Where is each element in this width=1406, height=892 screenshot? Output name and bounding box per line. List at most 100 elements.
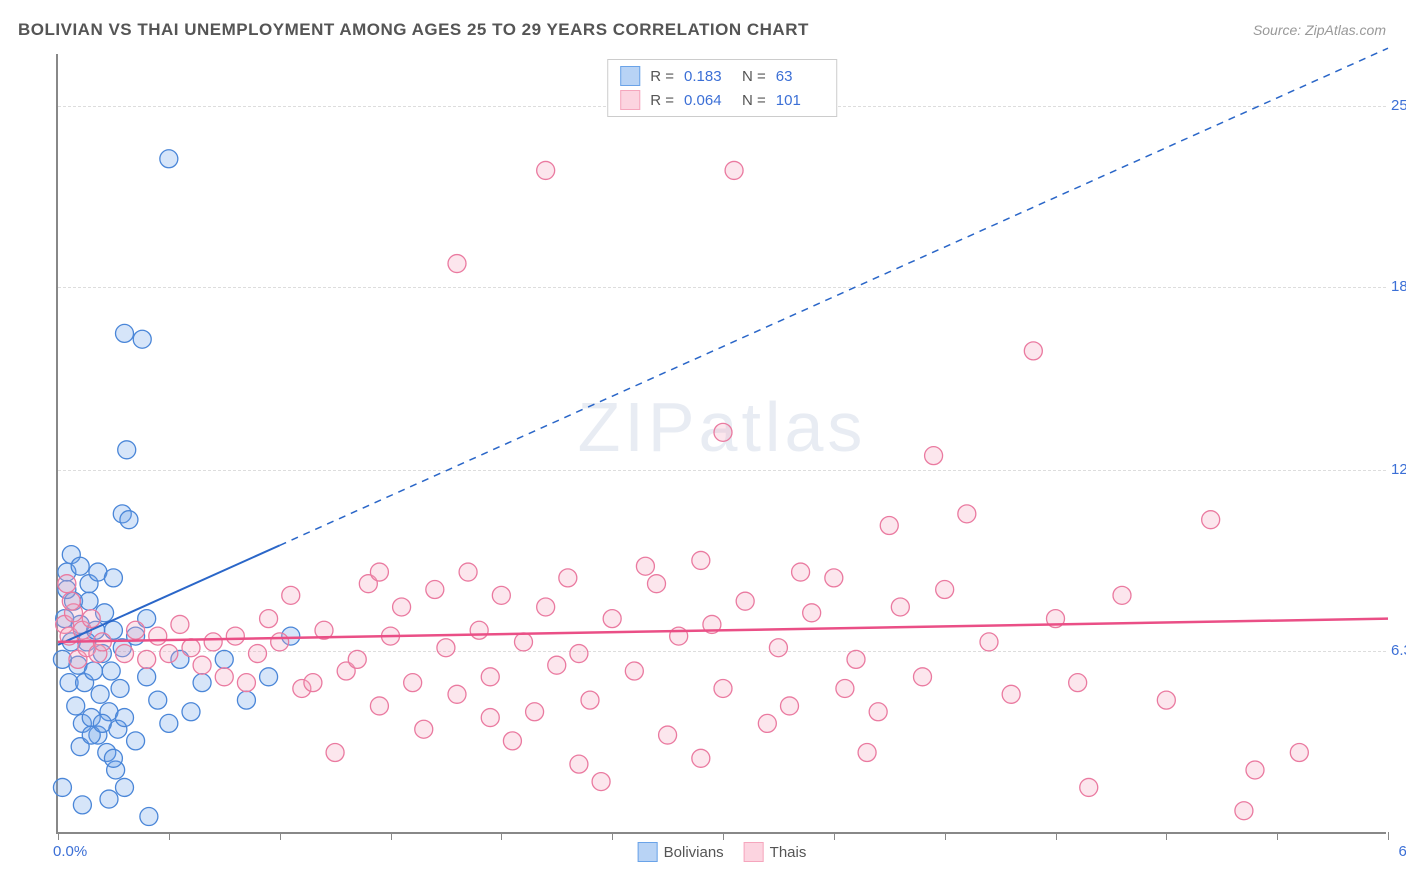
r-value: 0.064 (684, 92, 732, 109)
x-tick (1166, 832, 1167, 840)
data-point (348, 650, 366, 668)
data-point (648, 575, 666, 593)
data-point (62, 592, 80, 610)
x-tick (1056, 832, 1057, 840)
data-point (636, 557, 654, 575)
data-point (140, 808, 158, 826)
data-point (858, 744, 876, 762)
data-point (71, 557, 89, 575)
data-point (570, 645, 588, 663)
data-point (102, 662, 120, 680)
data-point (104, 569, 122, 587)
y-tick-label: 12.5% (1391, 461, 1406, 478)
data-point (67, 697, 85, 715)
data-point (825, 569, 843, 587)
data-point (692, 551, 710, 569)
data-point (869, 703, 887, 721)
legend-series: Bolivians Thais (638, 842, 807, 862)
data-point (448, 685, 466, 703)
data-point (260, 668, 278, 686)
data-point (570, 755, 588, 773)
x-tick (58, 832, 59, 840)
data-point (936, 581, 954, 599)
data-point (58, 575, 76, 593)
data-point (116, 645, 134, 663)
data-point (326, 744, 344, 762)
y-tick-label: 6.3% (1391, 642, 1406, 659)
data-point (714, 679, 732, 697)
data-point (537, 598, 555, 616)
data-point (692, 749, 710, 767)
data-point (91, 685, 109, 703)
source-attribution: Source: ZipAtlas.com (1253, 22, 1386, 38)
data-point (282, 586, 300, 604)
data-point (537, 161, 555, 179)
scatter-svg (58, 54, 1386, 832)
trend-line-solid (58, 619, 1388, 642)
data-point (836, 679, 854, 697)
data-point (237, 674, 255, 692)
data-point (925, 447, 943, 465)
data-point (127, 621, 145, 639)
x-origin-label: 0.0% (53, 843, 87, 860)
data-point (758, 714, 776, 732)
x-tick (280, 832, 281, 840)
data-point (111, 679, 129, 697)
data-point (138, 650, 156, 668)
data-point (193, 656, 211, 674)
x-tick (1388, 832, 1389, 840)
legend-row: R = 0.183 N = 63 (620, 64, 824, 88)
data-point (73, 796, 91, 814)
data-point (625, 662, 643, 680)
data-point (470, 621, 488, 639)
data-point (459, 563, 477, 581)
x-tick (501, 832, 502, 840)
data-point (138, 668, 156, 686)
data-point (581, 691, 599, 709)
x-tick (1277, 832, 1278, 840)
data-point (182, 703, 200, 721)
legend-swatch-thais (744, 842, 764, 862)
data-point (1246, 761, 1264, 779)
data-point (1069, 674, 1087, 692)
x-tick (169, 832, 170, 840)
legend-item-thais: Thais (744, 842, 807, 862)
data-point (171, 615, 189, 633)
legend-item-bolivians: Bolivians (638, 842, 724, 862)
data-point (100, 790, 118, 808)
data-point (226, 627, 244, 645)
data-point (93, 714, 111, 732)
trend-line-dashed (280, 48, 1388, 545)
data-point (370, 563, 388, 581)
data-point (82, 610, 100, 628)
data-point (404, 674, 422, 692)
data-point (437, 639, 455, 657)
data-point (515, 633, 533, 651)
data-point (249, 645, 267, 663)
legend-label: Thais (770, 844, 807, 861)
data-point (526, 703, 544, 721)
data-point (958, 505, 976, 523)
data-point (481, 709, 499, 727)
data-point (448, 255, 466, 273)
data-point (415, 720, 433, 738)
data-point (1113, 586, 1131, 604)
data-point (215, 650, 233, 668)
data-point (503, 732, 521, 750)
n-value: 63 (776, 68, 824, 85)
data-point (914, 668, 932, 686)
r-value: 0.183 (684, 68, 732, 85)
r-label: R = (650, 92, 674, 109)
x-max-label: 60.0% (1398, 843, 1406, 860)
data-point (880, 516, 898, 534)
x-tick (945, 832, 946, 840)
data-point (160, 645, 178, 663)
data-point (1080, 778, 1098, 796)
data-point (304, 674, 322, 692)
data-point (193, 674, 211, 692)
data-point (120, 511, 138, 529)
data-point (559, 569, 577, 587)
data-point (182, 639, 200, 657)
data-point (769, 639, 787, 657)
x-tick (612, 832, 613, 840)
